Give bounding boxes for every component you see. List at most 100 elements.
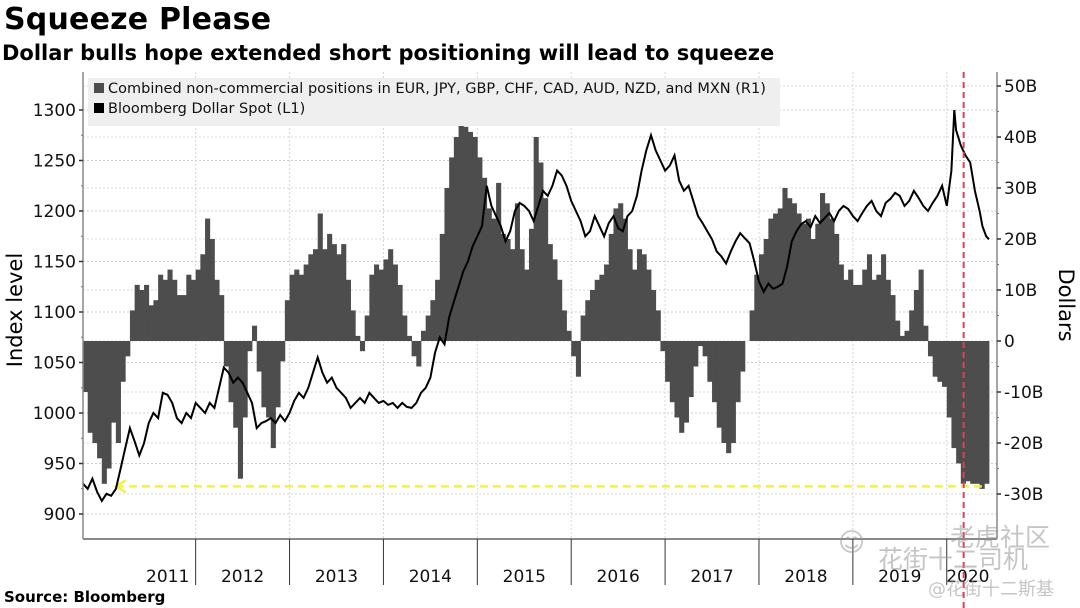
left-tick-label: 1200 xyxy=(33,202,76,222)
position-bar xyxy=(787,198,793,341)
right-tick-label: -20B xyxy=(1004,434,1043,454)
left-tick-label: 950 xyxy=(44,455,76,475)
left-axis-label: Index level xyxy=(3,253,27,367)
position-bar xyxy=(87,341,93,433)
position-bar xyxy=(679,341,685,433)
position-bar xyxy=(148,305,154,341)
right-tick-label: -30B xyxy=(1004,485,1043,505)
position-bar xyxy=(383,259,389,341)
position-bar xyxy=(580,315,586,341)
position-bar xyxy=(233,341,239,428)
position-bar xyxy=(843,279,849,341)
position-bar xyxy=(547,244,553,341)
position-bar xyxy=(585,300,591,341)
position-bar xyxy=(510,249,516,341)
position-bar xyxy=(359,341,366,352)
x-tick-label: 2014 xyxy=(409,567,452,587)
position-bar xyxy=(284,300,290,341)
position-bar xyxy=(557,279,563,341)
position-bar xyxy=(129,310,136,341)
position-bar xyxy=(411,341,417,357)
position-bar xyxy=(538,162,544,341)
right-tick-label: 30B xyxy=(1004,179,1037,199)
position-bar xyxy=(571,341,577,357)
position-bar xyxy=(190,279,197,341)
position-bar xyxy=(134,284,140,341)
axes xyxy=(82,72,998,540)
left-axis-ticks: 900 950 1000 1050 1100 1150 1200 1250 1300 xyxy=(33,101,83,525)
position-bar xyxy=(716,341,722,428)
position-bar xyxy=(712,341,718,403)
position-bar xyxy=(496,182,502,341)
legend-item-dollar-spot: Bloomberg Dollar Spot (L1) xyxy=(94,101,305,117)
position-bar xyxy=(726,341,732,454)
position-bar xyxy=(782,188,788,341)
position-bar xyxy=(430,300,436,341)
watermark-line1: 花街十二司机 xyxy=(878,545,1029,574)
position-bar xyxy=(378,269,384,341)
position-bar xyxy=(641,254,647,341)
position-bar xyxy=(247,341,253,352)
position-bar xyxy=(702,341,708,357)
position-bar xyxy=(810,239,816,341)
position-bar xyxy=(956,341,962,464)
position-bar xyxy=(237,341,244,479)
position-bar xyxy=(313,249,319,341)
position-bar xyxy=(275,341,281,408)
position-bar xyxy=(627,249,633,341)
yellow-arrow-annotation xyxy=(113,479,985,494)
position-bar xyxy=(144,284,150,341)
position-bar xyxy=(491,218,497,341)
position-bar xyxy=(636,249,643,341)
position-bar xyxy=(651,290,657,341)
position-bar xyxy=(303,264,309,341)
position-bar xyxy=(270,341,276,449)
position-bar xyxy=(219,295,225,341)
position-bar xyxy=(871,279,877,341)
positions-bars xyxy=(83,116,990,489)
legend-swatch-positions xyxy=(94,83,104,93)
position-bar xyxy=(374,264,380,341)
position-bar xyxy=(228,341,234,403)
position-bar xyxy=(528,228,535,341)
position-bar xyxy=(336,254,342,341)
position-bar xyxy=(341,244,347,341)
right-axis-label: Dollars xyxy=(1054,268,1078,341)
position-bar xyxy=(862,269,868,341)
x-tick-label: 2015 xyxy=(503,567,546,587)
position-bar xyxy=(594,279,600,341)
position-bar xyxy=(327,233,333,341)
chart-title: Squeeze Please xyxy=(4,2,272,37)
position-bar xyxy=(167,269,173,341)
position-bar xyxy=(885,279,891,341)
position-bar xyxy=(533,137,539,341)
position-bar xyxy=(331,244,337,341)
right-tick-label: 20B xyxy=(1004,230,1037,250)
right-axis-ticks: -30B -20B -10B 0 10B 20B 30B 40B 50B xyxy=(997,77,1043,505)
position-bar xyxy=(768,218,774,341)
position-bar xyxy=(223,341,229,367)
position-bar xyxy=(665,341,671,382)
left-tick-label: 1050 xyxy=(33,354,76,374)
position-bar xyxy=(721,341,727,443)
position-bar xyxy=(458,116,464,341)
position-bar xyxy=(881,254,887,341)
position-bar xyxy=(120,341,126,382)
position-bar xyxy=(899,335,905,341)
position-bar xyxy=(848,269,854,341)
position-bar xyxy=(613,208,619,341)
position-bar xyxy=(951,341,957,449)
position-bar xyxy=(266,341,272,418)
position-bar xyxy=(890,295,896,341)
position-bar xyxy=(200,254,206,341)
right-tick-label: 0 xyxy=(1004,332,1015,352)
position-bar xyxy=(852,284,858,341)
position-bar xyxy=(214,279,220,341)
position-bar xyxy=(904,330,910,341)
position-bar xyxy=(763,239,769,341)
position-bar xyxy=(984,341,990,484)
position-bar xyxy=(566,330,572,341)
position-bar xyxy=(909,310,915,341)
position-bar xyxy=(796,213,802,341)
